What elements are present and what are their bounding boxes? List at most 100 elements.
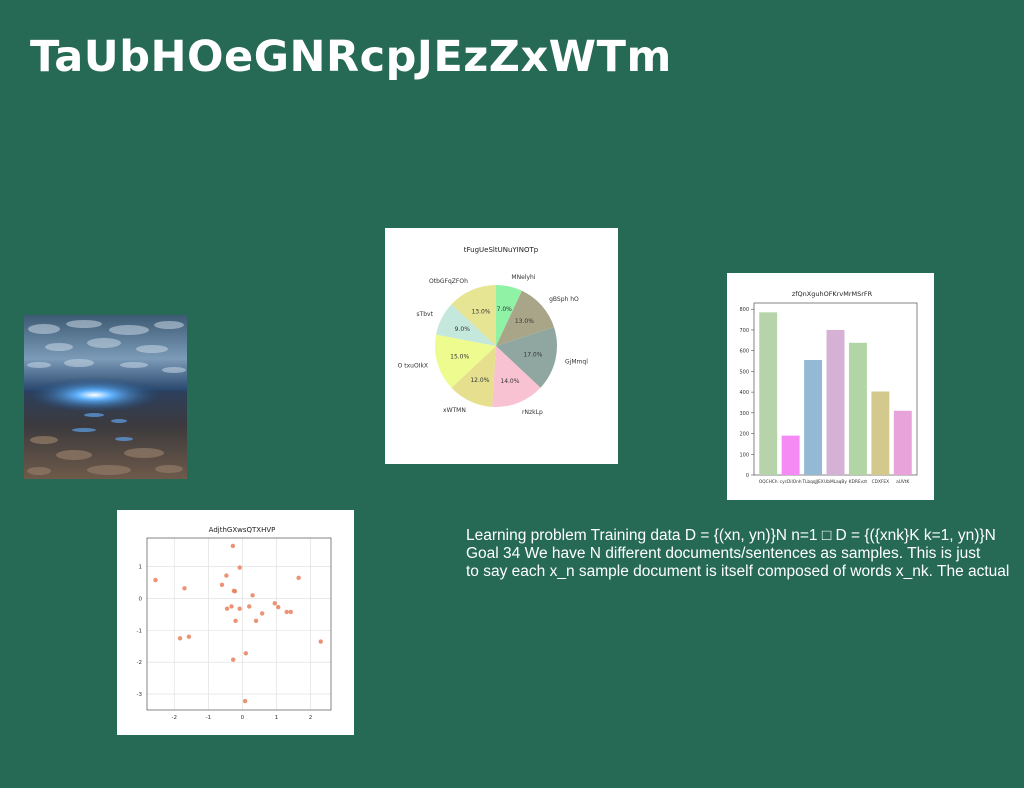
pie-value-label: 9.0% — [455, 326, 471, 333]
pie-value-label: 17.0% — [523, 351, 542, 358]
scatter-point — [219, 582, 225, 588]
body-text: Learning problem Training data D = {(xn,… — [466, 527, 1024, 581]
bar-category-label: aUVtK — [896, 479, 909, 485]
bar — [804, 359, 823, 475]
scatter-plot-frame — [146, 537, 332, 711]
pie-slice-label: xWTMN — [443, 407, 466, 414]
scatter-y-tick-label: -3 — [137, 692, 143, 698]
scatter-title: AdjthGXwsQTXHVP — [209, 526, 276, 534]
scatter-x-tick-label: -1 — [206, 715, 211, 721]
bar — [826, 329, 845, 475]
scatter-point — [242, 698, 248, 704]
scatter-point — [182, 586, 187, 591]
scatter-y-tick-label: -1 — [137, 628, 142, 634]
body-text-line: to say each x_n sample document is itsel… — [466, 563, 1010, 580]
bar — [781, 435, 800, 475]
scatter-point — [247, 604, 252, 609]
bar-y-tick-label: 300 — [739, 411, 749, 417]
scatter-chart: AdjthGXwsQTXHVP -2 -1 0 1 2 -3 -2 -1 0 1 — [137, 526, 332, 721]
pie-slice — [496, 285, 522, 346]
bar — [759, 312, 778, 475]
bar-title: zfQnXguhOFKrvMrMSrFR — [792, 290, 873, 298]
bar-y-tick-label: 200 — [739, 432, 749, 438]
night-sky-photo-icon — [24, 315, 187, 479]
bar-y-tick-label: 600 — [739, 349, 749, 355]
pie-value-label: 15.0% — [450, 354, 469, 361]
scatter-point — [250, 593, 255, 598]
scatter-point — [259, 611, 265, 616]
bar-category-label: OQCHCh — [759, 479, 778, 485]
pie-title: tFugUeSltUNuYINOTp — [464, 246, 539, 254]
bar — [848, 342, 867, 475]
bar-category-label: cycDiIOnh — [780, 479, 802, 485]
pie-value-label: 13.0% — [471, 308, 490, 315]
scatter-point — [231, 657, 236, 662]
scatter-x-tick-label: 0 — [241, 715, 245, 721]
scatter-point — [275, 604, 281, 610]
scatter-point — [186, 634, 192, 639]
pie-slice-label: OtbGFqZFOh — [429, 278, 468, 285]
scatter-x-tick-label: -2 — [172, 715, 177, 721]
scatter-y-tick-label: -2 — [137, 660, 142, 666]
bar-y-tick-label: 0 — [746, 473, 749, 479]
bar-y-tick-label: 500 — [739, 369, 749, 375]
scatter-y-tick-label: 0 — [139, 597, 143, 603]
scatter-point — [253, 618, 259, 624]
bar-y-tick-label: 800 — [739, 307, 749, 313]
bar-category-label: UbMLaqBy — [824, 479, 847, 485]
pie-slice-label: O txuOIkX — [398, 363, 428, 370]
pie-slice — [496, 290, 555, 346]
scatter-point — [288, 609, 293, 615]
scatter-point — [177, 636, 183, 641]
pie-slice-label: GjMmql — [565, 358, 588, 365]
scatter-point — [224, 606, 230, 611]
scatter-point — [153, 577, 158, 583]
night-sky-photo — [24, 315, 187, 479]
bar-chart-panel: zfQnXguhOFKrvMrMSrFR 0 100 200 300 400 500 600… — [727, 273, 934, 500]
bar-y-tick-label: 400 — [739, 390, 749, 396]
bar — [871, 391, 890, 475]
scatter-point — [296, 575, 301, 581]
slide-title: TaUbHOeGNRcpJEzZxWTm — [30, 32, 672, 82]
pie-slice — [451, 285, 496, 346]
scatter-point — [237, 565, 242, 570]
scatter-point — [272, 601, 277, 606]
bar-chart: zfQnXguhOFKrvMrMSrFR 0 100 200 300 400 500 600… — [739, 290, 918, 485]
pie-slice — [492, 346, 541, 407]
pie-slice-label: gBSph hO — [549, 296, 579, 303]
bar-category-label: CDXFEX — [872, 479, 889, 485]
scatter-point — [224, 573, 229, 578]
scatter-point — [284, 609, 289, 615]
pie-value-label: 7.0% — [497, 306, 513, 313]
pie-slice-label: MNelyhi — [511, 274, 535, 281]
scatter-point — [233, 618, 238, 624]
scatter-chart-panel: AdjthGXwsQTXHVP -2 -1 0 1 2 -3 -2 -1 0 1 — [117, 510, 354, 735]
pie-value-label: 12.0% — [470, 377, 489, 384]
pie-slice — [496, 327, 557, 388]
scatter-x-tick-label: 1 — [275, 715, 279, 721]
pie-chart: tFugUeSltUNuYINOTp 7.0% MNelyhi 13.0% gBSph… — [398, 246, 589, 416]
scatter-point — [229, 604, 234, 609]
body-text-line: Goal 34 We have N different documents/se… — [466, 545, 981, 562]
scatter-y-tick-label: 1 — [139, 565, 143, 571]
scatter-point — [232, 588, 238, 594]
scatter-point — [243, 651, 249, 656]
pie-slice-label: sTbvt — [416, 311, 433, 318]
scatter-x-tick-label: 2 — [309, 715, 313, 721]
bar — [893, 410, 912, 475]
bar-category-label: KDREvzt — [849, 479, 868, 485]
pie-slice — [435, 334, 496, 388]
pie-slice — [436, 304, 496, 346]
bar-y-tick-label: 700 — [739, 328, 749, 334]
scatter-point — [318, 639, 323, 644]
body-text-line: Learning problem Training data D = {(xn,… — [466, 527, 996, 544]
pie-value-label: 13.0% — [515, 318, 534, 325]
scatter-point — [230, 543, 236, 549]
pie-slice-label: rNzkLp — [522, 409, 543, 416]
scatter-point — [237, 606, 242, 611]
bar-y-tick-label: 100 — [739, 452, 749, 458]
pie-slice — [451, 346, 496, 407]
bar-category-label: TLbqqJJEX — [801, 479, 823, 485]
pie-value-label: 14.0% — [500, 378, 519, 385]
pie-chart-panel: tFugUeSltUNuYINOTp 7.0% MNelyhi 13.0% gBSph… — [385, 228, 618, 464]
